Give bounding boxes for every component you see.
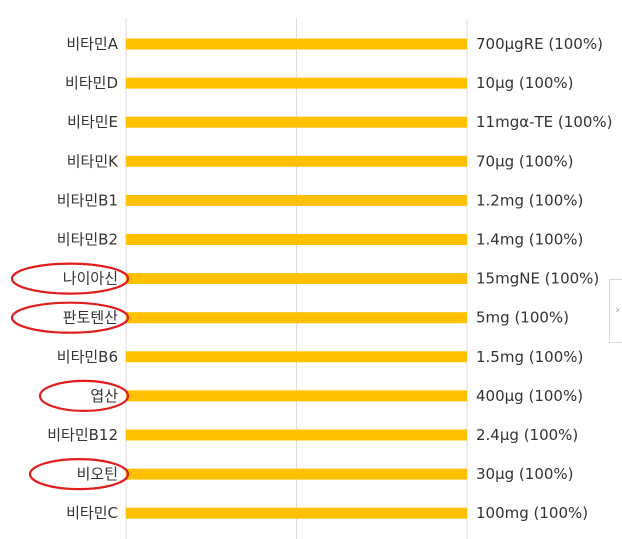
- value-label: 30μg (100%): [476, 465, 574, 483]
- highlight-ellipse: [28, 458, 130, 491]
- category-label: 판토텐산: [63, 309, 118, 327]
- chart-bars: [126, 38, 467, 519]
- highlight-ellipse: [38, 379, 130, 412]
- value-label: 400μg (100%): [476, 387, 583, 405]
- category-label: 비타민D: [65, 74, 118, 92]
- category-label: 비타민C: [66, 504, 118, 522]
- bar: [126, 468, 467, 480]
- value-label: 2.4μg (100%): [476, 426, 578, 444]
- value-label: 700μgRE (100%): [476, 35, 603, 53]
- bar: [126, 429, 467, 441]
- next-arrow-button[interactable]: ›: [609, 279, 622, 343]
- category-label: 비타민E: [67, 113, 118, 131]
- highlight-ellipse: [10, 262, 130, 295]
- bar: [126, 351, 467, 363]
- bar: [126, 116, 467, 128]
- category-label: 나이아신: [63, 270, 118, 288]
- category-label: 비타민B1: [57, 191, 118, 209]
- bar: [126, 155, 467, 167]
- category-label: 비타민B6: [57, 348, 118, 366]
- bar: [126, 194, 467, 206]
- value-label: 10μg (100%): [476, 74, 574, 92]
- value-label: 1.2mg (100%): [476, 191, 583, 209]
- bar: [126, 234, 467, 245]
- bar: [126, 390, 467, 402]
- value-label: 1.4mg (100%): [476, 231, 583, 249]
- category-label: 비타민A: [66, 35, 118, 53]
- value-label: 70μg (100%): [476, 152, 574, 170]
- category-label: 비오틴: [77, 465, 118, 483]
- bar: [126, 38, 467, 50]
- highlight-ellipse: [10, 301, 130, 334]
- category-label: 비타민K: [67, 152, 119, 170]
- chevron-right-icon: ›: [615, 305, 620, 316]
- value-label: 11mgα-TE (100%): [476, 113, 613, 131]
- value-label: 15mgNE (100%): [476, 270, 599, 288]
- bar: [126, 273, 467, 285]
- bar: [126, 507, 467, 519]
- value-labels: 700μgRE (100%) 10μg (100%) 11mgα-TE (100%)…: [476, 35, 613, 522]
- value-label: 100mg (100%): [476, 504, 588, 522]
- highlight-marks: [10, 262, 130, 491]
- value-label: 5mg (100%): [476, 309, 569, 327]
- value-label: 1.5mg (100%): [476, 348, 583, 366]
- category-label: 비타민B2: [57, 231, 118, 249]
- category-label: 엽산: [90, 387, 118, 405]
- bar: [126, 77, 467, 89]
- category-label: 비타민B12: [47, 426, 118, 444]
- bar: [126, 312, 467, 324]
